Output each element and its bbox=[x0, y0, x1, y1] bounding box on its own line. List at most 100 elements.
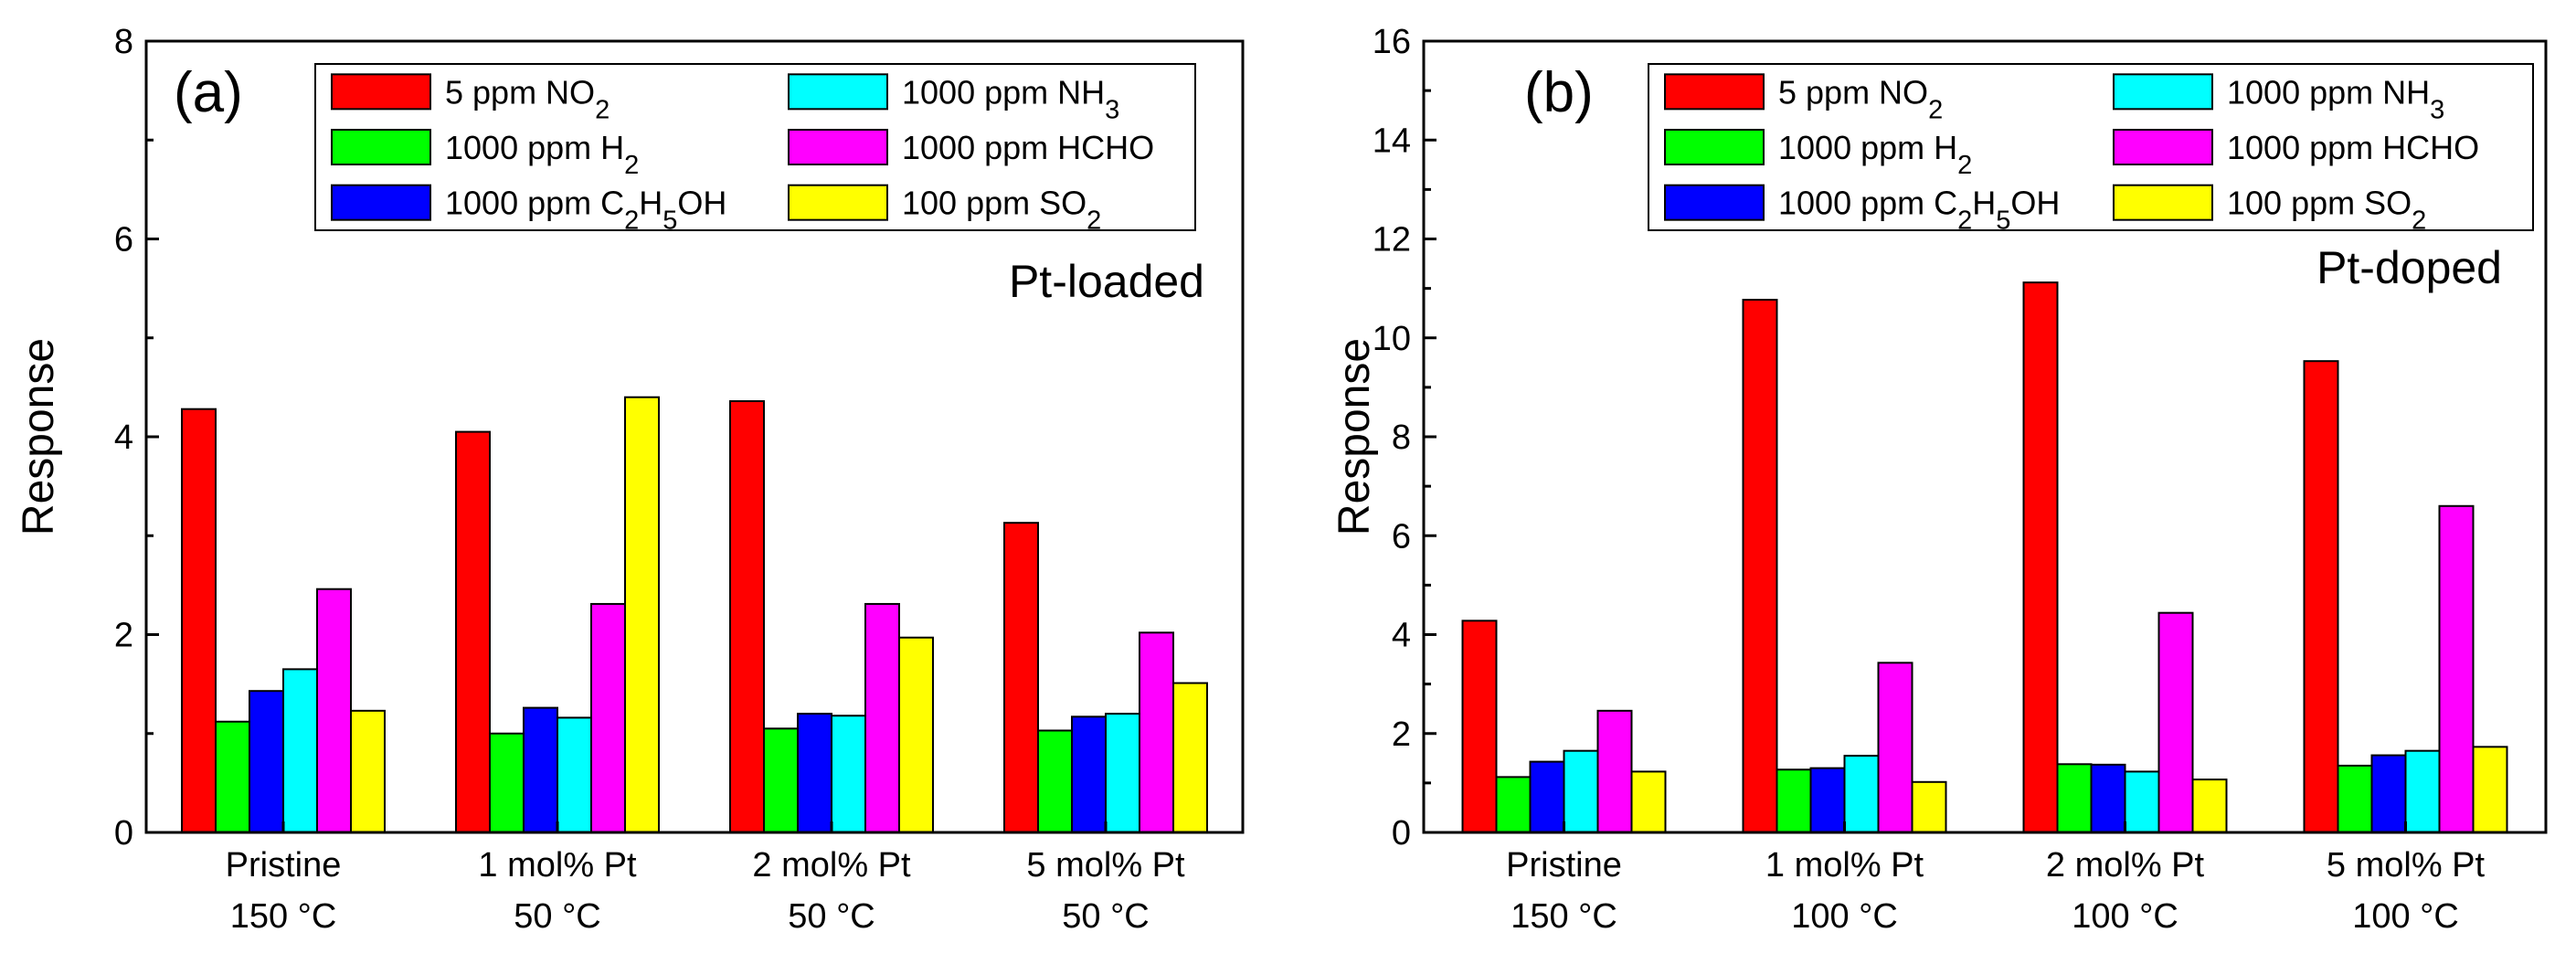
series-3 bbox=[282, 668, 1140, 834]
y-tick-label: 4 bbox=[114, 418, 133, 457]
legend-label: 100 ppm SO2 bbox=[2227, 185, 2426, 236]
legend-item: 100 ppm SO2 bbox=[788, 184, 1101, 236]
panel-label: (b) bbox=[1524, 61, 1594, 124]
series-3 bbox=[1563, 749, 2441, 834]
series-1 bbox=[215, 720, 1073, 834]
x-tick-label: 1 mol% Pt bbox=[478, 846, 637, 885]
y-tick-label: 2 bbox=[114, 617, 133, 655]
legend-item: 1000 ppm HCHO bbox=[2113, 129, 2479, 166]
bar bbox=[1742, 299, 1778, 834]
legend-label: 1000 ppm NH3 bbox=[2227, 73, 2444, 124]
bar bbox=[1563, 749, 1599, 833]
bar bbox=[864, 602, 900, 833]
legend-item: 1000 ppm C2H5OH bbox=[1664, 184, 2060, 236]
series-4 bbox=[316, 588, 1174, 834]
x-tick-label: 50 °C bbox=[514, 897, 600, 936]
bar bbox=[2124, 770, 2160, 834]
bar bbox=[1529, 760, 1565, 834]
x-tick-label: 2 mol% Pt bbox=[2046, 846, 2205, 885]
x-tick-label: 50 °C bbox=[1062, 897, 1149, 936]
legend-swatch bbox=[788, 73, 888, 111]
bar bbox=[2438, 504, 2475, 834]
x-tick-label: 50 °C bbox=[788, 897, 875, 936]
y-axis-title: Response bbox=[1330, 338, 1379, 535]
bar bbox=[831, 715, 866, 834]
bar bbox=[2056, 763, 2093, 833]
bar bbox=[1071, 715, 1107, 833]
legend-label: 5 ppm NO2 bbox=[1778, 73, 1943, 124]
x-tick-label: 100 °C bbox=[1791, 897, 1898, 936]
y-tick-label: 0 bbox=[114, 814, 133, 853]
x-tick-label: Pristine bbox=[1506, 846, 1622, 885]
bars bbox=[181, 396, 1208, 834]
y-tick-label: 2 bbox=[1392, 715, 1411, 754]
bar bbox=[1139, 631, 1174, 834]
bar bbox=[282, 668, 318, 834]
x-tick-label: 1 mol% Pt bbox=[1765, 846, 1924, 885]
bar bbox=[2472, 746, 2508, 834]
legend-item: 100 ppm SO2 bbox=[2113, 184, 2426, 236]
legend-swatch bbox=[1664, 184, 1765, 221]
bar bbox=[489, 732, 525, 833]
bar bbox=[215, 720, 250, 834]
bar bbox=[1776, 768, 1812, 833]
bar bbox=[455, 430, 491, 833]
y-tick-label: 8 bbox=[114, 23, 133, 61]
series-5 bbox=[1630, 746, 2508, 834]
bar bbox=[1877, 662, 1913, 833]
legend-swatch bbox=[2113, 129, 2213, 165]
bar bbox=[898, 636, 934, 833]
x-tick-label: Pristine bbox=[226, 846, 342, 885]
bars bbox=[1461, 281, 2508, 834]
y-tick-label: 4 bbox=[1392, 617, 1411, 655]
bar bbox=[1596, 709, 1633, 833]
legend-label: 1000 ppm C2H5OH bbox=[445, 185, 726, 236]
legend-swatch bbox=[1664, 129, 1765, 165]
legend-item: 5 ppm NO2 bbox=[331, 73, 610, 124]
bar bbox=[1172, 682, 1208, 833]
legend-item: 1000 ppm HCHO bbox=[788, 129, 1154, 166]
bar bbox=[2191, 779, 2228, 833]
bar bbox=[1809, 767, 1846, 834]
bar bbox=[1630, 770, 1667, 834]
y-axis-title: Response bbox=[15, 338, 63, 535]
bar bbox=[1843, 755, 1880, 834]
x-tick-label: 5 mol% Pt bbox=[2327, 846, 2486, 885]
x-tick-label: 100 °C bbox=[2072, 897, 2178, 936]
bar bbox=[590, 602, 626, 833]
bar bbox=[1495, 776, 1532, 834]
x-tick-label: 2 mol% Pt bbox=[752, 846, 911, 885]
y-tick-label: 12 bbox=[1373, 221, 1411, 260]
x-tick-label: 5 mol% Pt bbox=[1026, 846, 1185, 885]
bar bbox=[557, 716, 592, 833]
bar bbox=[249, 690, 284, 834]
legend-item: 1000 ppm C2H5OH bbox=[331, 184, 726, 236]
legend-label: 100 ppm SO2 bbox=[902, 185, 1101, 236]
bar bbox=[350, 709, 386, 833]
legend-frame bbox=[314, 63, 1196, 231]
legend-swatch bbox=[331, 129, 431, 165]
y-tick-label: 16 bbox=[1373, 23, 1411, 61]
y-axis: 0 2 4 6 8 10 12 14 16 bbox=[1373, 23, 1436, 853]
series-0 bbox=[1461, 281, 2339, 834]
legend-label: 1000 ppm H2 bbox=[1778, 129, 1972, 180]
bar bbox=[2303, 360, 2339, 834]
x-tick-label: 100 °C bbox=[2352, 897, 2459, 936]
y-tick-label: 8 bbox=[1392, 418, 1411, 457]
y-tick-label: 10 bbox=[1373, 320, 1411, 358]
x-axis: Pristine 150 °C 1 mol% Pt 100 °C 2 mol% Pt 10… bbox=[1506, 821, 2486, 936]
y-tick-label: 0 bbox=[1392, 814, 1411, 853]
annotation: Pt-doped bbox=[2316, 242, 2502, 293]
legend-label: 1000 ppm NH3 bbox=[902, 73, 1119, 124]
bar bbox=[2157, 611, 2194, 833]
legend-item: 1000 ppm H2 bbox=[1664, 129, 1972, 180]
panel-a: 0 2 4 6 8 Pristine 150 °C 1 mol% Pt 50 °C 2 mol% … bbox=[15, 23, 1245, 936]
bar bbox=[2337, 764, 2373, 834]
legend-swatch bbox=[788, 184, 888, 221]
bar bbox=[2370, 754, 2407, 833]
bar bbox=[181, 408, 217, 833]
bar bbox=[2022, 281, 2059, 833]
series-5 bbox=[350, 396, 1208, 833]
